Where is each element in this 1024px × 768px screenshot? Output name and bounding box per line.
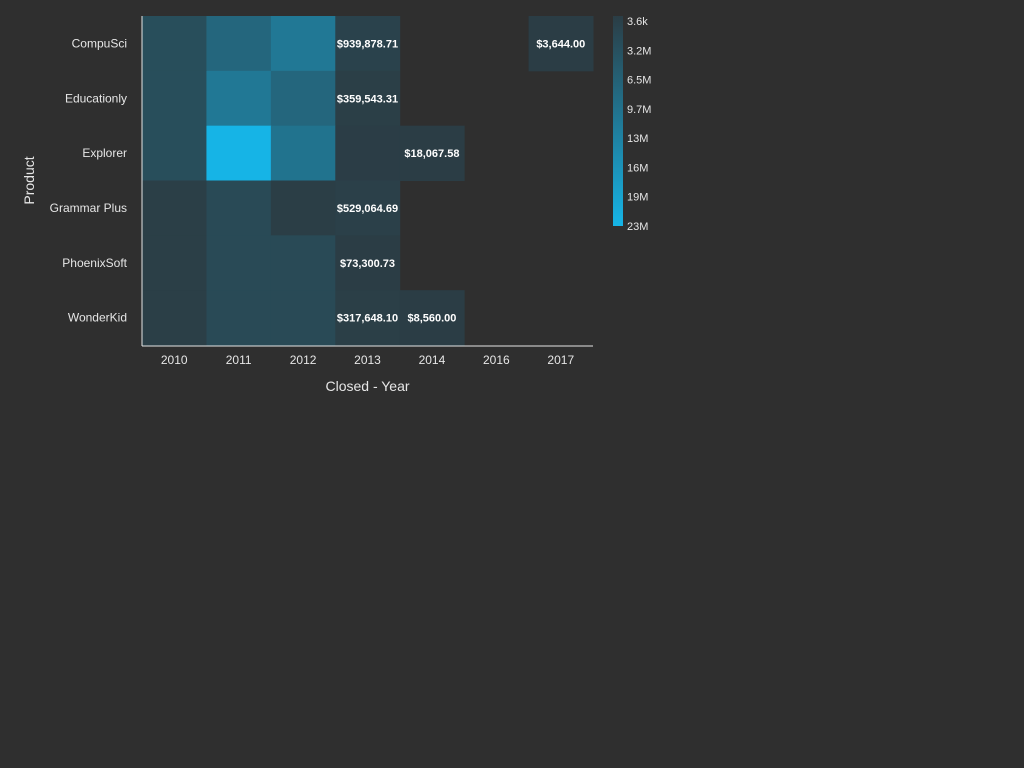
x-tick-label: 2016 bbox=[483, 353, 510, 367]
heatmap-cell bbox=[142, 16, 207, 72]
heatmap-cell bbox=[142, 70, 207, 127]
cell-value-label: $529,064.69 bbox=[337, 203, 398, 215]
cell-labels-layer: $939,878.71 $3,644.00 $359,543.31 $18,067.5… bbox=[337, 38, 585, 324]
x-tick-label: 2012 bbox=[290, 353, 317, 367]
heatmap-cell bbox=[270, 125, 336, 181]
heatmap-cell bbox=[206, 290, 272, 346]
heatmap-cell bbox=[335, 16, 401, 72]
heatmap-cell bbox=[206, 16, 272, 72]
heatmap-cell bbox=[335, 125, 401, 181]
heatmap-cell bbox=[206, 125, 272, 181]
y-tick-label: CompuSci bbox=[72, 36, 127, 50]
heatmap-cell bbox=[335, 70, 401, 127]
heatmap-cell bbox=[335, 180, 401, 236]
heatmap-cell bbox=[206, 235, 272, 291]
heatmap-cell bbox=[142, 235, 207, 291]
heatmap-cell bbox=[206, 180, 272, 236]
heatmap-cell bbox=[399, 125, 465, 181]
heatmap-cell bbox=[142, 290, 207, 346]
heatmap-cell bbox=[142, 125, 207, 181]
cells-layer bbox=[142, 16, 594, 346]
heatmap-cell bbox=[270, 290, 336, 346]
y-tick-label: Explorer bbox=[82, 146, 127, 160]
y-axis-title: Product bbox=[21, 156, 37, 204]
cell-value-label: $3,644.00 bbox=[536, 38, 585, 50]
heatmap-cell bbox=[528, 16, 594, 72]
x-tick-label: 2014 bbox=[419, 353, 446, 367]
heatmap-cell bbox=[270, 235, 336, 291]
heatmap-cell bbox=[206, 70, 272, 127]
x-axis-title: Closed - Year bbox=[325, 378, 409, 394]
heatmap-cell bbox=[270, 180, 336, 236]
color-legend: 3.6k 3.2M 6.5M 9.7M 13M 16M 19M 23M bbox=[613, 16, 651, 233]
x-tick-label: 2017 bbox=[547, 353, 574, 367]
heatmap-cell bbox=[270, 16, 336, 72]
heatmap-cell bbox=[335, 290, 401, 346]
legend-color-bar bbox=[613, 16, 623, 226]
cell-value-label: $73,300.73 bbox=[340, 258, 395, 270]
legend-tick-label: 13M bbox=[627, 133, 648, 145]
cell-value-label: $939,878.71 bbox=[337, 38, 398, 50]
legend-tick-label: 23M bbox=[627, 221, 648, 233]
heatmap-cell bbox=[270, 70, 336, 127]
x-tick-labels: 2010 2011 2012 2013 2014 2016 2017 bbox=[161, 353, 575, 367]
legend-tick-label: 3.6k bbox=[627, 16, 648, 28]
axes-layer bbox=[141, 16, 593, 347]
x-tick-label: 2010 bbox=[161, 353, 188, 367]
heatmap-cell bbox=[142, 180, 207, 236]
legend-tick-label: 9.7M bbox=[627, 104, 651, 116]
y-tick-label: WonderKid bbox=[68, 311, 127, 325]
cell-value-label: $18,067.58 bbox=[404, 148, 459, 160]
x-tick-label: 2011 bbox=[226, 353, 252, 367]
legend-tick-label: 6.5M bbox=[627, 75, 651, 87]
heatmap-cell bbox=[335, 235, 401, 291]
legend-tick-label: 19M bbox=[627, 192, 648, 204]
cell-value-label: $359,543.31 bbox=[337, 93, 398, 105]
cell-value-label: $317,648.10 bbox=[337, 313, 398, 325]
y-tick-labels: CompuSci Educationly Explorer Grammar Plus P… bbox=[50, 36, 128, 324]
y-tick-label: PhoenixSoft bbox=[62, 256, 127, 270]
heatmap-cell bbox=[399, 290, 465, 346]
legend-tick-label: 16M bbox=[627, 162, 648, 174]
cell-value-label: $8,560.00 bbox=[407, 313, 456, 325]
x-tick-label: 2013 bbox=[354, 353, 381, 367]
y-tick-label: Educationly bbox=[65, 91, 127, 105]
legend-tick-label: 3.2M bbox=[627, 45, 651, 57]
y-tick-label: Grammar Plus bbox=[50, 201, 127, 215]
